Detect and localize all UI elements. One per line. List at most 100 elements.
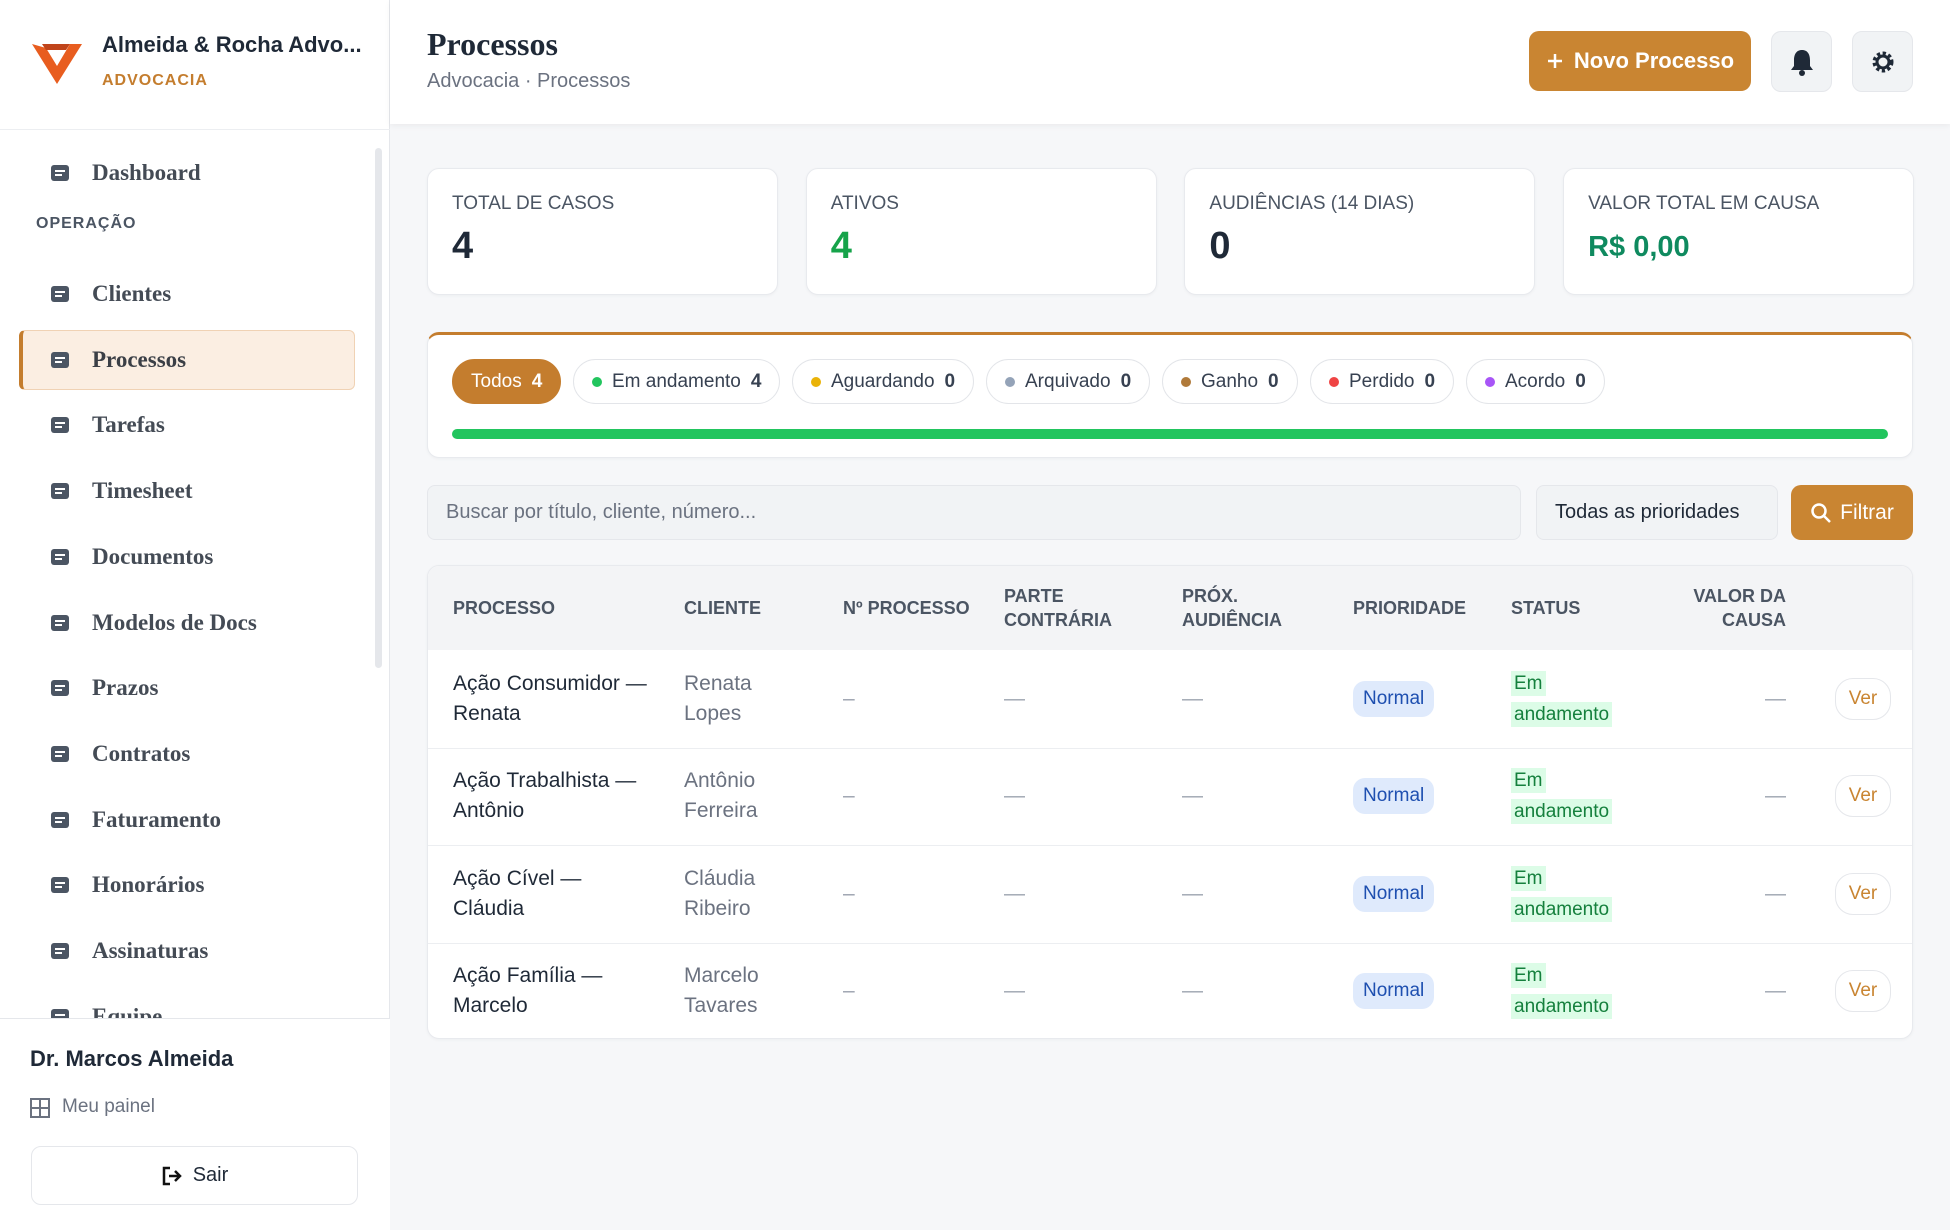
icon-glyph — [51, 548, 69, 565]
nav-label: Timesheet — [92, 478, 193, 504]
cell-text: Marcelo Tavares — [684, 964, 759, 1018]
nav-icon — [45, 479, 75, 503]
table-cell: Em andamento — [1511, 650, 1621, 748]
tab-label: Todos — [471, 370, 522, 392]
nav-item[interactable]: Honorários — [19, 855, 355, 915]
cell-text: — — [1004, 979, 1025, 1003]
nav-icon — [45, 873, 75, 897]
stat-card: TOTAL DE CASOS 4 — [427, 168, 778, 295]
brand-name: Almeida & Rocha Advo... — [102, 32, 362, 57]
table-cell: — — [1182, 845, 1322, 943]
status-tab[interactable]: Acordo 0 — [1466, 359, 1605, 404]
table-cell: Ação Família — Marcelo — [453, 943, 653, 1039]
view-button[interactable]: Ver — [1834, 970, 1892, 1013]
nav-item[interactable]: Timesheet — [19, 461, 355, 521]
tab-count: 4 — [531, 370, 543, 392]
filter-button[interactable]: Filtrar — [1791, 485, 1913, 540]
cell-text: Renata Lopes — [684, 671, 752, 725]
table-cell: – — [843, 845, 973, 943]
table-cell: — — [1678, 748, 1786, 846]
icon-glyph — [51, 483, 69, 500]
logout-button[interactable]: Sair — [31, 1146, 358, 1205]
nav-item[interactable]: Prazos — [19, 658, 355, 718]
status-wrap: Em andamento — [1511, 765, 1621, 827]
icon-glyph — [51, 745, 69, 762]
table-cell: — — [1004, 845, 1144, 943]
cell-text: Antônio Ferreira — [684, 769, 758, 823]
status-tab[interactable]: Em andamento 4 — [573, 359, 781, 404]
logo — [32, 44, 82, 84]
status-tab[interactable]: Ganho 0 — [1162, 359, 1298, 404]
cell-text: — — [1765, 881, 1786, 905]
nav-label: Equipe — [92, 1003, 163, 1018]
status-tab[interactable]: Arquivado 0 — [986, 359, 1151, 404]
nav-label: Prazos — [92, 675, 159, 701]
sidebar: Almeida & Rocha Advo... ADVOCACIA Dashbo… — [0, 0, 390, 1230]
table-cell: — — [1004, 943, 1144, 1039]
brand-subtitle: ADVOCACIA — [102, 72, 208, 89]
status-tab[interactable]: Aguardando 0 — [792, 359, 975, 404]
status-dot — [1181, 376, 1191, 387]
nav-item[interactable]: Faturamento — [19, 790, 355, 850]
nav-item[interactable]: Dashboard — [19, 143, 355, 203]
search-icon — [1811, 502, 1832, 523]
cell-text: Ação Consumidor — Renata — [453, 671, 647, 725]
search-input[interactable]: Buscar por título, cliente, número... — [427, 485, 1521, 540]
nav-item[interactable]: Equipe — [19, 987, 355, 1018]
nav-item[interactable]: Assinaturas — [19, 921, 355, 981]
filter-label: Filtrar — [1840, 500, 1894, 524]
table-cell: — — [1182, 650, 1322, 748]
settings-button[interactable] — [1852, 31, 1913, 92]
priority-badge: Normal — [1353, 973, 1435, 1010]
nav-icon — [45, 939, 75, 963]
view-button[interactable]: Ver — [1834, 677, 1892, 720]
section-label: OPERAÇÃO — [36, 214, 137, 232]
nav-item[interactable]: Clientes — [19, 264, 355, 324]
table-cell: – — [843, 943, 973, 1039]
view-button[interactable]: Ver — [1834, 872, 1892, 915]
tab-label: Em andamento — [612, 370, 741, 392]
view-button[interactable]: Ver — [1834, 775, 1892, 818]
new-process-label: Novo Processo — [1573, 48, 1735, 73]
stat-label: TOTAL DE CASOS — [452, 193, 615, 214]
new-process-button[interactable]: Novo Processo — [1529, 31, 1751, 91]
nav-label: Clientes — [92, 281, 172, 306]
nav-icon — [45, 348, 75, 372]
nav-icon — [45, 742, 75, 766]
tab-count: 0 — [1424, 370, 1436, 392]
table-cell: – — [843, 748, 973, 846]
tab-count: 0 — [1575, 370, 1586, 392]
nav-item[interactable]: Tarefas — [19, 395, 355, 455]
priority-select[interactable]: Todas as prioridades — [1536, 485, 1778, 540]
stat-card: VALOR TOTAL EM CAUSA R$ 0,00 — [1563, 168, 1915, 295]
table-cell: Normal — [1353, 943, 1503, 1039]
table-cell: — — [1004, 748, 1144, 846]
panel-link[interactable]: Meu painel — [62, 1096, 155, 1117]
stat-card: ATIVOS 4 — [805, 168, 1157, 295]
status-tab[interactable]: Todos 4 — [452, 359, 562, 404]
nav-item[interactable]: Modelos de Docs — [19, 593, 355, 653]
nav-item[interactable]: Processos — [19, 329, 355, 390]
nav-item[interactable]: Contratos — [19, 724, 355, 784]
status-tab[interactable]: Perdido 0 — [1310, 359, 1455, 404]
status-badge: Em andamento — [1511, 670, 1613, 727]
cell-text: Ação Cível — Cláudia — [453, 866, 582, 920]
column-header: Nº PROCESSO — [843, 598, 970, 618]
icon-glyph — [51, 877, 69, 894]
row-divider — [428, 845, 1912, 846]
row-divider — [428, 747, 1912, 749]
status-badge: Em andamento — [1511, 865, 1613, 922]
process-table: PROCESSO CLIENTE Nº PROCESSO PARTE CONTRÁRI… — [427, 565, 1913, 1039]
tab-label: Arquivado — [1025, 370, 1111, 392]
table-cell: Ver — [1823, 943, 1903, 1039]
notifications-button[interactable] — [1771, 31, 1832, 92]
nav-label: Documentos — [92, 543, 214, 569]
nav-icon — [45, 413, 75, 437]
nav-item[interactable]: Documentos — [19, 527, 355, 587]
status-bar — [452, 429, 1888, 439]
cell-text: — — [1004, 784, 1025, 808]
column-header: STATUS — [1511, 598, 1581, 618]
stat-value: 4 — [452, 225, 474, 267]
